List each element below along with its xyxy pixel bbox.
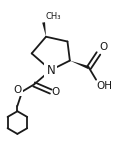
Text: OH: OH [97,81,113,91]
Text: O: O [99,42,107,52]
Text: O: O [13,85,22,95]
Text: CH₃: CH₃ [45,12,61,21]
Polygon shape [70,61,89,69]
Text: O: O [51,87,60,97]
Polygon shape [42,22,46,37]
Text: N: N [46,64,55,77]
